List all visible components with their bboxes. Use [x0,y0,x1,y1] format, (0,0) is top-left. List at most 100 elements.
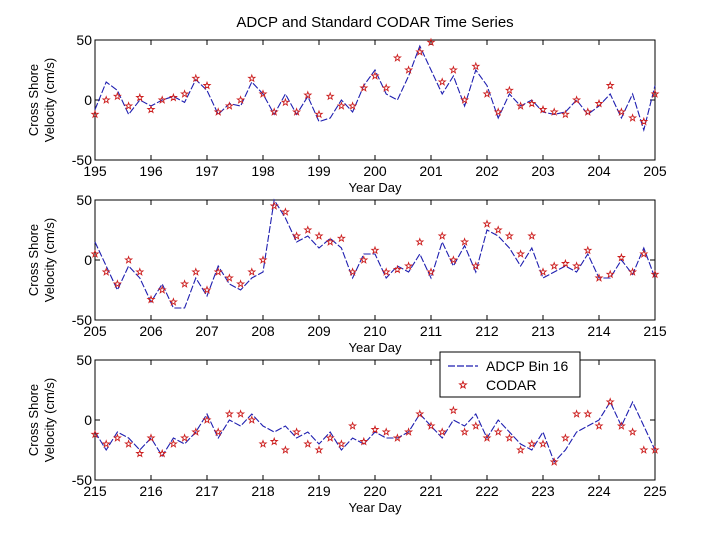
x-tick-label: 216 [139,483,163,499]
codar-point [437,427,447,436]
codar-point [191,73,201,83]
codar-series [90,397,660,466]
codar-point [146,294,156,304]
codar-point [157,448,167,458]
codar-point [404,261,414,270]
codar-point [135,267,145,276]
legend: ADCP Bin 16 CODAR [439,351,581,398]
y-tick-label: 0 [84,252,92,268]
codar-point [280,207,290,216]
codar-point [493,107,503,116]
y-axis-label: Velocity (cm/s) [42,218,57,303]
y-tick-label: -50 [72,152,92,168]
codar-point [269,201,279,210]
x-tick-label: 205 [83,323,107,339]
codar-point [224,101,234,110]
codar-point [325,237,335,246]
y-tick-label: 50 [76,32,92,48]
chart-panel-2: 205 206 207 208 209 210 211 212 213 214 215 -50 0 50 Y… [26,192,667,355]
codar-point [236,95,246,104]
x-tick-label: 210 [363,323,387,339]
x-tick-label: 215 [643,323,667,339]
panels: 195 196 197 198 199 200 201 202 203 204 205-50050Y… [26,32,667,515]
codar-point [247,73,257,83]
codar-point [224,273,234,282]
codar-point [292,427,302,436]
codar-point [303,90,313,100]
codar-point [448,65,458,74]
chart-panel-3: 215 216 217 218 219 220 221 222 223 224 225 -50 0 50 Y… [26,352,667,515]
codar-point [639,249,649,258]
adcp-series-line [94,44,656,133]
codar-point [504,231,514,240]
codar-point [572,261,582,270]
figure-title: ADCP and Standard CODAR Time Series [236,14,513,31]
codar-point [135,92,145,102]
codar-point [628,267,638,276]
codar-point [303,439,313,448]
codar-point [359,436,369,446]
codar-point [168,439,178,448]
codar-point [471,421,481,430]
codar-point [180,89,190,98]
codar-point [426,267,436,276]
codar-point [101,95,111,104]
codar-point [191,427,201,436]
y-axis-label: Velocity (cm/s) [42,378,57,463]
codar-point [560,109,570,119]
x-axis-label: Year Day [349,500,402,515]
x-tick-label: 195 [83,163,107,179]
codar-point [303,225,313,234]
codar-point [146,433,156,442]
codar-point [493,225,503,234]
codar-point [135,448,145,458]
codar-point [560,258,570,268]
codar-point [426,421,436,430]
codar-point [180,279,190,288]
x-tick-label: 217 [195,483,219,499]
codar-point [572,409,582,418]
codar-point [527,439,537,448]
codar-point [213,107,223,116]
codar-point [572,95,582,104]
codar-point [482,89,492,98]
codar-series [90,201,660,306]
codar-point [504,433,514,442]
codar-point [471,61,481,71]
x-tick-label: 201 [419,163,443,179]
chart-panel-1: 195 196 197 198 199 200 201 202 203 204 205 -50 0 50 Y… [26,32,667,195]
codar-point [269,436,279,446]
y-axis-label: Cross Shore [26,64,41,136]
legend-codar-label: CODAR [486,377,537,393]
codar-point [516,101,526,110]
x-tick-label: 224 [587,483,611,499]
x-tick-label: 198 [251,163,275,179]
codar-point [594,98,604,108]
codar-point [124,101,134,110]
x-axis-label: Year Day [349,180,402,195]
codar-point [460,427,470,436]
codar-point [415,47,425,56]
codar-point [280,445,290,454]
codar-point [314,109,324,119]
x-tick-label: 222 [475,483,499,499]
x-tick-label: 209 [307,323,331,339]
codar-point [247,267,257,276]
x-tick-label: 225 [643,483,667,499]
x-tick-label: 212 [475,323,499,339]
codar-point [336,233,346,243]
codar-point [325,91,335,101]
codar-point [269,107,279,116]
codar-point [359,83,369,92]
codar-point [460,237,470,246]
codar-point [639,116,649,126]
codar-point [538,439,548,448]
codar-point [292,231,302,240]
y-tick-label: -50 [72,472,92,488]
codar-point [549,107,559,116]
x-tick-label: 205 [643,163,667,179]
codar-point [527,231,537,240]
x-tick-label: 206 [139,323,163,339]
codar-point [101,439,111,448]
codar-point [392,433,402,442]
